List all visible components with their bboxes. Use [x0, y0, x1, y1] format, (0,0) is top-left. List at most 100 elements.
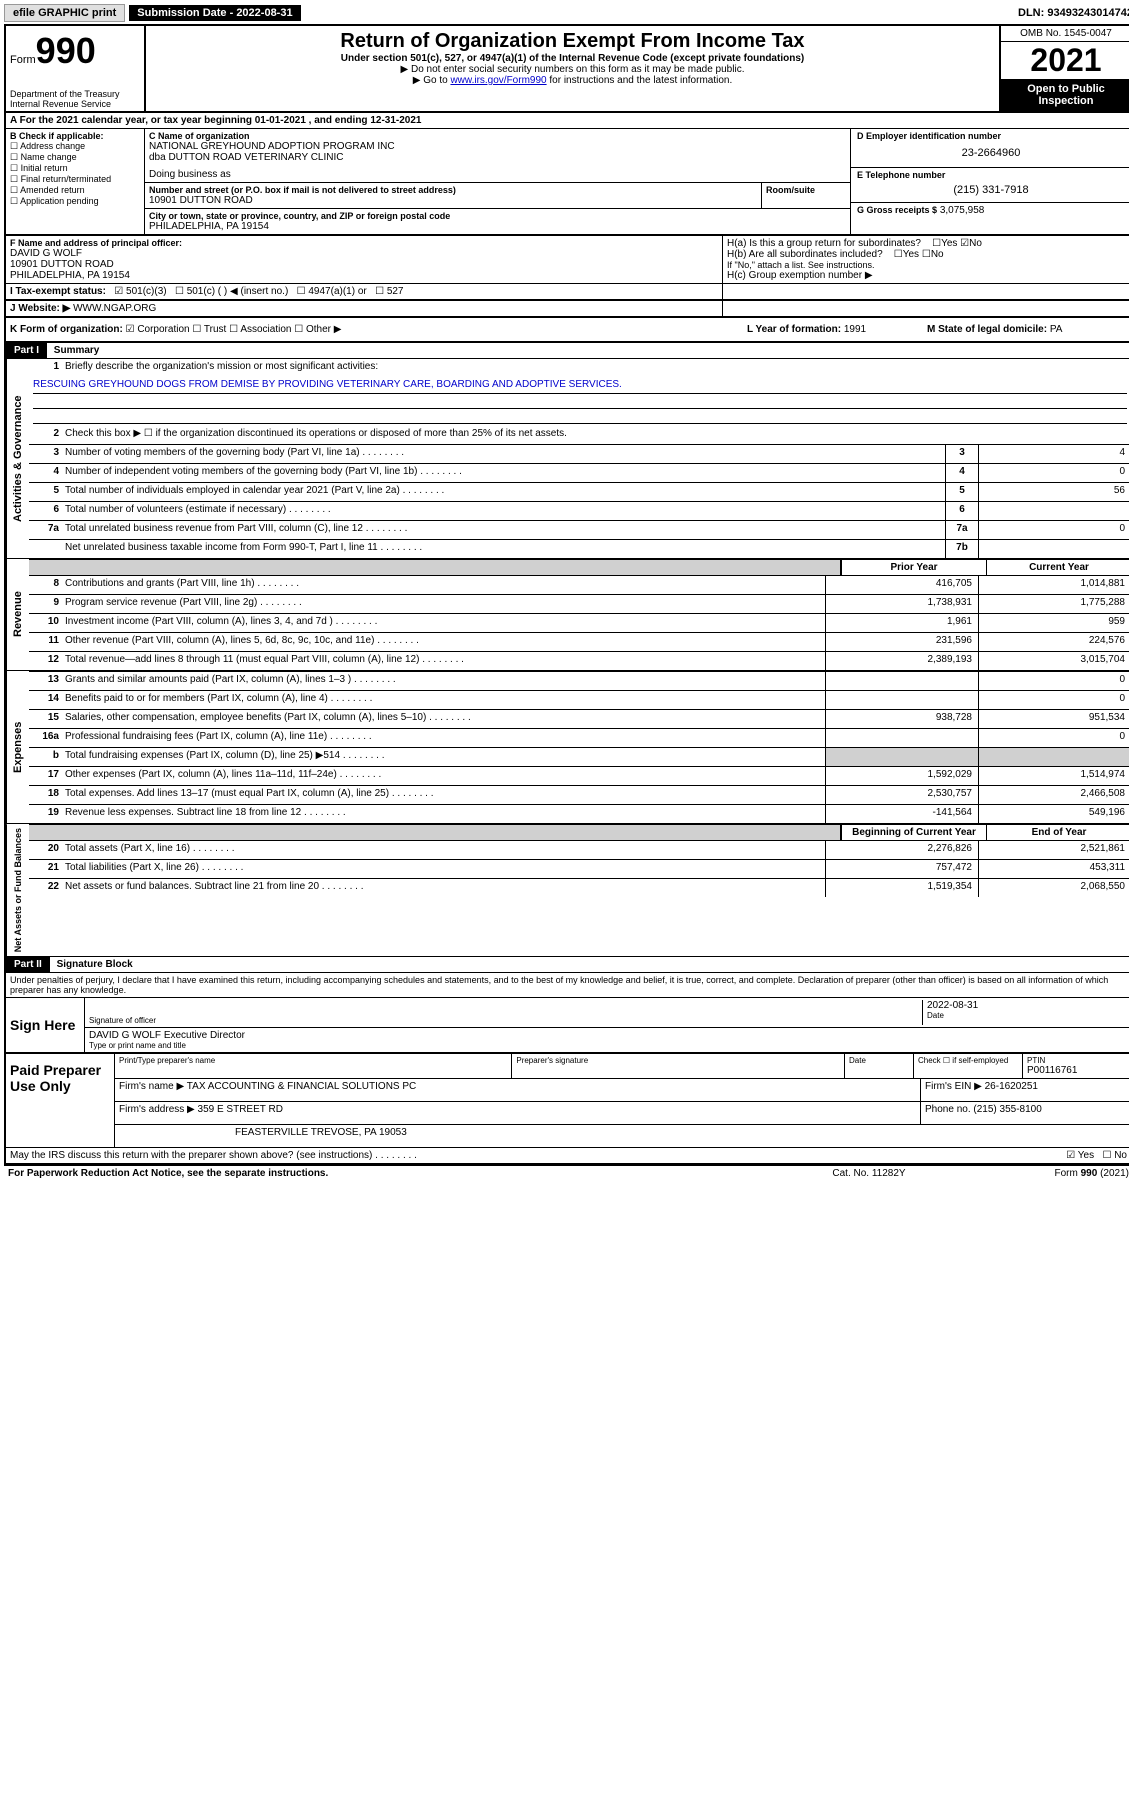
fin-line: 21 Total liabilities (Part X, line 26) 7…: [29, 859, 1129, 878]
chk-name[interactable]: ☐ Name change: [10, 152, 140, 163]
prep-selfemp[interactable]: Check ☐ if self-employed: [918, 1056, 1018, 1065]
line-num: 21: [29, 860, 61, 878]
gov-line: Net unrelated business taxable income fr…: [29, 539, 1129, 558]
part1-title: Summary: [50, 343, 104, 358]
line-prior: 416,705: [825, 576, 978, 594]
fin-line: 8 Contributions and grants (Part VIII, l…: [29, 575, 1129, 594]
line-curr: 1,014,881: [978, 576, 1129, 594]
prep-date-caption: Date: [849, 1056, 909, 1065]
efile-button[interactable]: efile GRAPHIC print: [4, 4, 125, 22]
line-num: 19: [29, 805, 61, 823]
line-val: 4: [978, 445, 1129, 463]
dept-label: Department of the Treasury Internal Reve…: [10, 89, 144, 109]
fin-line: 17 Other expenses (Part IX, column (A), …: [29, 766, 1129, 785]
i-501c[interactable]: 501(c) ( ) ◀ (insert no.): [187, 286, 289, 297]
i-4947[interactable]: 4947(a)(1) or: [308, 286, 366, 297]
hb-note: If "No," attach a list. See instructions…: [727, 260, 1127, 270]
line-curr: 0: [978, 729, 1129, 747]
mission-line3: [33, 409, 1127, 424]
officer-name: DAVID G WOLF: [10, 248, 718, 259]
gov-line: 6 Total number of volunteers (estimate i…: [29, 501, 1129, 520]
paid-preparer-row: Paid Preparer Use Only Print/Type prepar…: [6, 1052, 1129, 1147]
line-desc: Revenue less expenses. Subtract line 18 …: [61, 805, 825, 823]
line-num: [29, 540, 61, 558]
g-label: G Gross receipts $: [857, 205, 937, 215]
ptin-caption: PTIN: [1027, 1056, 1127, 1065]
fin-line: 10 Investment income (Part VIII, column …: [29, 613, 1129, 632]
org-name: NATIONAL GREYHOUND ADOPTION PROGRAM INC: [149, 141, 846, 152]
tab-netassets: Net Assets or Fund Balances: [6, 824, 29, 956]
expenses-section: Expenses 13 Grants and similar amounts p…: [6, 670, 1129, 823]
discuss-no[interactable]: No: [1114, 1150, 1127, 1161]
line2-desc: Check this box ▶ ☐ if the organization d…: [61, 426, 1129, 444]
line-num: 8: [29, 576, 61, 594]
chk-initial[interactable]: ☐ Initial return: [10, 163, 140, 174]
line-desc: Contributions and grants (Part VIII, lin…: [61, 576, 825, 594]
fin-line: 22 Net assets or fund balances. Subtract…: [29, 878, 1129, 897]
form-number-cell: Form990 Department of the Treasury Inter…: [6, 26, 146, 111]
d-label: D Employer identification number: [857, 131, 1125, 141]
i-527[interactable]: 527: [387, 286, 404, 297]
line-num: 7a: [29, 521, 61, 539]
tab-expenses: Expenses: [6, 671, 29, 823]
line-num: 5: [29, 483, 61, 501]
discuss-yes[interactable]: Yes: [1078, 1150, 1094, 1161]
line-num: 13: [29, 672, 61, 690]
firm-addr1: 359 E STREET RD: [198, 1104, 283, 1115]
i-501c3[interactable]: 501(c)(3): [126, 286, 167, 297]
k-trust[interactable]: Trust: [204, 324, 226, 335]
col-b-header: B Check if applicable:: [10, 131, 140, 141]
tax-year: 2021: [1001, 42, 1129, 79]
line-curr: 1,775,288: [978, 595, 1129, 613]
line-num: 17: [29, 767, 61, 785]
line-box: 4: [945, 464, 978, 482]
k-corp[interactable]: Corporation: [137, 324, 189, 335]
line-num: 16a: [29, 729, 61, 747]
l-label: L Year of formation:: [747, 324, 841, 335]
hc-question: H(c) Group exemption number ▶: [727, 270, 1127, 281]
declaration-text: Under penalties of perjury, I declare th…: [6, 973, 1129, 997]
line-prior: 1,738,931: [825, 595, 978, 613]
line-box: 7b: [945, 540, 978, 558]
line-prior: 1,519,354: [825, 879, 978, 897]
fin-line: b Total fundraising expenses (Part IX, c…: [29, 747, 1129, 766]
fin-line: 14 Benefits paid to or for members (Part…: [29, 690, 1129, 709]
i-label: I Tax-exempt status:: [10, 286, 106, 297]
line2-num: 2: [29, 426, 61, 444]
topbar: efile GRAPHIC print Submission Date - 20…: [4, 4, 1129, 22]
prep-name-caption: Print/Type preparer's name: [119, 1056, 507, 1065]
line-box: 3: [945, 445, 978, 463]
line-desc: Total revenue—add lines 8 through 11 (mu…: [61, 652, 825, 670]
irs-link[interactable]: www.irs.gov/Form990: [450, 75, 546, 86]
chk-amended[interactable]: ☐ Amended return: [10, 185, 140, 196]
line-num: 3: [29, 445, 61, 463]
gov-line: 3 Number of voting members of the govern…: [29, 444, 1129, 463]
firm-ein-label: Firm's EIN ▶: [925, 1081, 982, 1092]
officer-name-caption: Type or print name and title: [89, 1041, 1127, 1050]
c-label: C Name of organization: [149, 131, 846, 141]
fin-line: 19 Revenue less expenses. Subtract line …: [29, 804, 1129, 823]
line-desc: Other expenses (Part IX, column (A), lin…: [61, 767, 825, 785]
form-subtitle: Under section 501(c), 527, or 4947(a)(1)…: [154, 53, 991, 64]
line-prior: 1,592,029: [825, 767, 978, 785]
line-desc: Net unrelated business taxable income fr…: [61, 540, 945, 558]
street-label: Number and street (or P.O. box if mail i…: [149, 185, 757, 195]
gov-line: 5 Total number of individuals employed i…: [29, 482, 1129, 501]
row-k-l-m: K Form of organization: ☑ Corporation ☐ …: [6, 318, 1129, 343]
gross-receipts: 3,075,958: [940, 205, 985, 216]
col-c-name-address: C Name of organization NATIONAL GREYHOUN…: [145, 129, 850, 234]
chk-final[interactable]: ☐ Final return/terminated: [10, 174, 140, 185]
line-num: 18: [29, 786, 61, 804]
firm-ein: 26-1620251: [985, 1081, 1038, 1092]
line1-desc: Briefly describe the organization's miss…: [61, 359, 1129, 377]
line-num: b: [29, 748, 61, 766]
omb-number: OMB No. 1545-0047: [1001, 26, 1129, 42]
line-num: 11: [29, 633, 61, 651]
line-desc: Professional fundraising fees (Part IX, …: [61, 729, 825, 747]
org-street: 10901 DUTTON ROAD: [149, 195, 757, 206]
k-assoc[interactable]: Association: [240, 324, 291, 335]
chk-pending[interactable]: ☐ Application pending: [10, 196, 140, 207]
k-other[interactable]: Other ▶: [306, 324, 341, 335]
chk-address[interactable]: ☐ Address change: [10, 141, 140, 152]
line-desc: Number of independent voting members of …: [61, 464, 945, 482]
